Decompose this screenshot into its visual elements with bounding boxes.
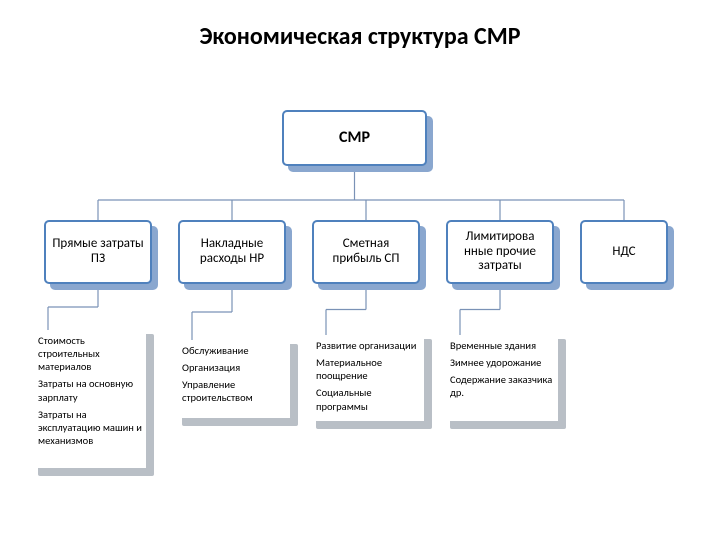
level3-item: Материальное поощрение bbox=[316, 356, 420, 382]
level3-node: Развитие организации Материальное поощрен… bbox=[312, 335, 424, 421]
level3-item: Обслуживание bbox=[182, 344, 286, 357]
level3-node: Стоимость строительных материалов Затраты… bbox=[34, 330, 146, 468]
level3-item: Содержание заказчика др. bbox=[450, 373, 554, 399]
level3-item: Временные здания bbox=[450, 339, 554, 352]
level2-label: НДС bbox=[612, 245, 635, 260]
level2-label: Лимитирова нные прочие затраты bbox=[454, 230, 546, 275]
level3-item: Затраты на эксплуатацию машин и механизм… bbox=[38, 408, 142, 447]
level3-item: Управление строительством bbox=[182, 378, 286, 404]
level2-node: НДС bbox=[580, 220, 668, 284]
level2-label: Накладные расходы НР bbox=[186, 237, 278, 267]
level2-node: Накладные расходы НР bbox=[178, 220, 286, 284]
level3-item: Зимнее удорожание bbox=[450, 356, 554, 369]
level3-item: Затраты на основную зарплату bbox=[38, 377, 142, 403]
level3-item: Организация bbox=[182, 361, 286, 374]
level3-item: Развитие организации bbox=[316, 339, 420, 352]
level3-item: Стоимость строительных материалов bbox=[38, 334, 142, 373]
diagram-canvas: СМР Прямые затраты ПЗ Накладные расходы НР… bbox=[0, 0, 720, 540]
level3-node: Обслуживание Организация Управление строит… bbox=[178, 340, 290, 418]
level3-item: Социальные программы bbox=[316, 386, 420, 412]
level2-label: Сметная прибыль СП bbox=[320, 237, 412, 267]
level2-node: Лимитирова нные прочие затраты bbox=[446, 220, 554, 284]
root-node: СМР bbox=[282, 110, 427, 166]
level2-label: Прямые затраты ПЗ bbox=[52, 237, 144, 267]
level2-node: Сметная прибыль СП bbox=[312, 220, 420, 284]
level3-node: Временные здания Зимнее удорожание Содержа… bbox=[446, 335, 558, 421]
level2-node: Прямые затраты ПЗ bbox=[44, 220, 152, 284]
